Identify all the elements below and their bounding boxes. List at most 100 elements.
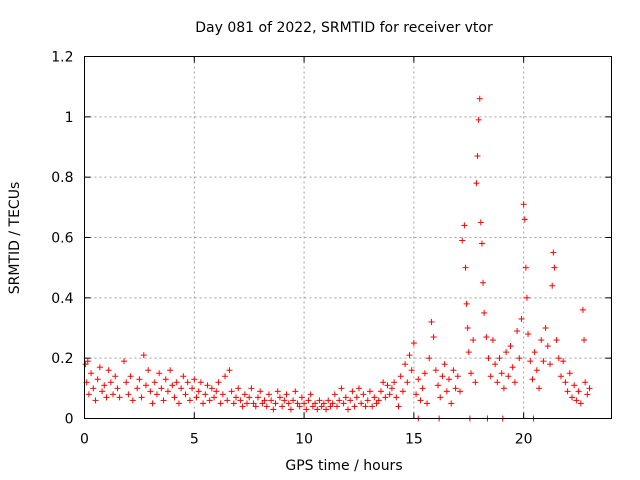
y-tick-label: 0.8 [51,170,73,186]
data-point [235,385,242,392]
x-tick-label: 15 [405,432,423,448]
data-point [246,394,253,401]
data-point [520,201,527,208]
data-point [446,376,453,383]
data-point [290,397,297,404]
data-point [276,394,283,401]
data-point [551,264,558,271]
data-point [362,403,369,410]
data-point [345,406,351,413]
data-point [452,385,459,392]
data-point [99,388,106,395]
data-point [371,394,378,401]
data-point [470,337,477,344]
data-point [274,388,281,395]
data-point [557,373,564,380]
data-point [175,400,182,407]
data-point [292,388,299,395]
plot-frame [84,56,612,419]
data-point [518,315,525,322]
data-point [182,391,189,398]
data-point [380,379,387,386]
data-point [85,391,92,398]
y-tick-label: 1.2 [51,50,73,66]
data-point [496,355,503,362]
data-point [547,361,554,368]
data-point [167,367,174,374]
data-point [318,403,325,410]
data-point [489,337,496,344]
data-point [268,397,275,404]
data-point [259,400,266,407]
data-point [158,385,165,392]
data-point [353,394,360,401]
data-point [287,406,294,413]
data-point [279,403,286,410]
data-point [366,388,373,395]
data-point [248,385,255,392]
data-point [514,328,521,335]
data-point [195,388,202,395]
data-point [114,385,121,392]
data-point [316,397,323,404]
data-point [443,388,450,395]
data-point [254,394,261,401]
data-point [285,400,292,407]
data-point [265,391,272,398]
data-point [465,349,472,356]
data-point [582,379,589,386]
data-point [309,403,316,410]
data-point [239,403,246,410]
data-point [373,400,380,407]
data-point [173,379,180,386]
data-point [116,394,123,401]
data-point [413,391,420,398]
data-point [388,385,395,392]
data-point [134,385,141,392]
x-tick-label: 10 [295,432,313,448]
data-point [500,385,507,392]
data-point [494,379,501,386]
data-point [211,394,218,401]
data-point [347,397,354,404]
data-point [305,397,312,404]
data-point [477,219,484,226]
y-tick-label: 0.4 [51,291,73,307]
data-point [121,358,128,365]
data-point [358,400,365,407]
data-point [351,403,358,410]
data-point [180,373,187,380]
data-point [329,400,336,407]
data-point [492,361,499,368]
data-point [402,361,409,368]
data-point [426,355,433,362]
data-point [550,249,557,256]
data-point [555,355,562,362]
data-point [202,391,209,398]
data-point [219,391,226,398]
data-point [84,358,91,365]
data-point [531,349,538,356]
data-point [542,325,549,331]
data-point [480,279,487,286]
data-point [571,382,578,389]
data-point [435,382,442,389]
data-point [147,388,154,395]
data-point [320,400,327,407]
data-point [573,397,580,404]
data-point [162,376,169,383]
data-point [521,216,528,223]
y-tick-label: 0.2 [51,351,73,367]
data-point [252,403,259,410]
data-point [511,379,518,386]
data-point [250,400,257,407]
data-point [82,361,89,368]
data-point [228,388,235,395]
data-point [384,382,391,389]
data-point [505,373,512,380]
data-point [437,394,444,401]
data-point [336,397,343,404]
data-point [538,337,545,344]
data-point [473,180,480,187]
data-point [296,403,303,410]
